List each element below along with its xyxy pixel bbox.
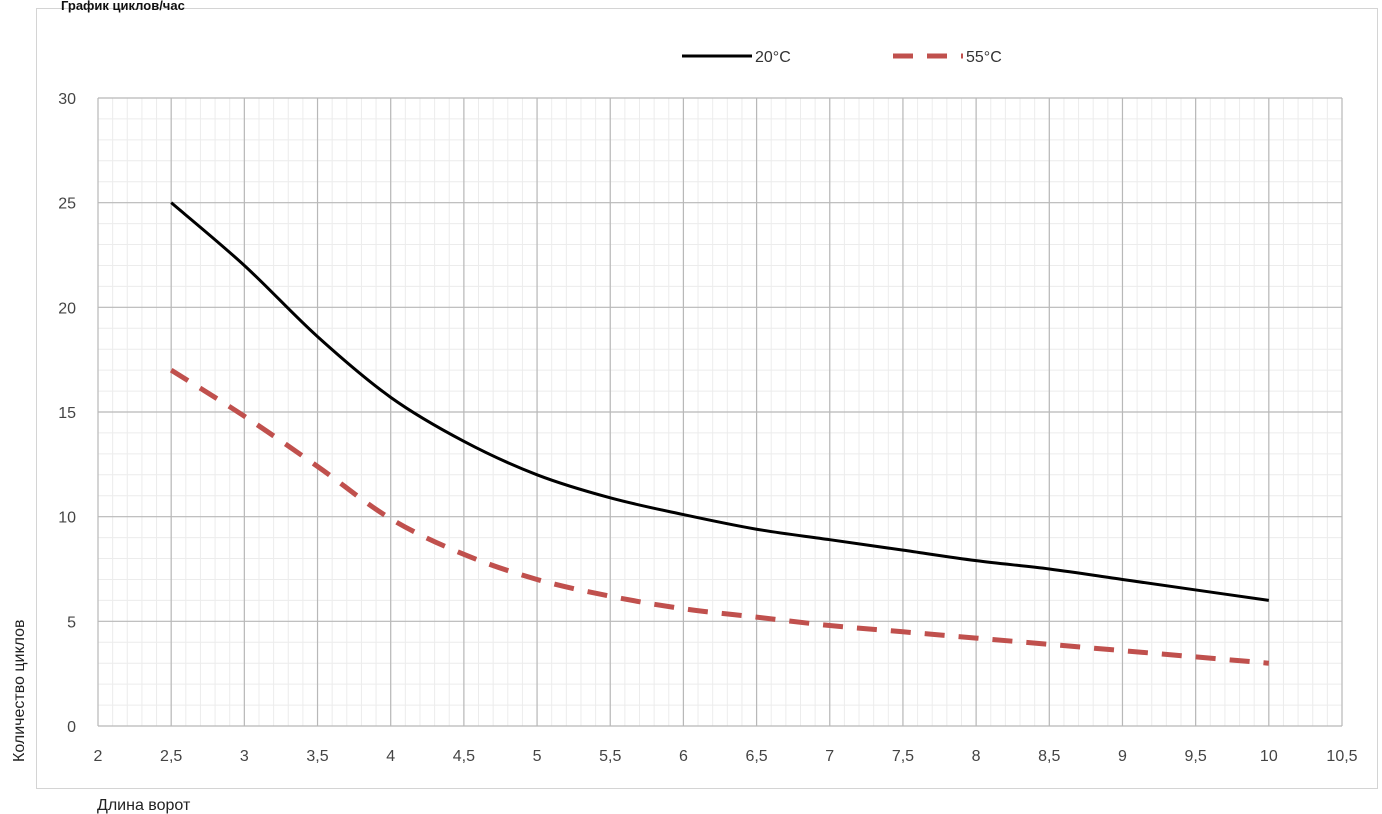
series-lines [169, 201, 1270, 666]
legend-label-1: 20°C [755, 49, 791, 66]
y-axis-ticks: 0 5 10 15 20 25 30 [58, 91, 76, 736]
x-tick-label: 6,5 [745, 748, 767, 765]
series-line-2 [169, 368, 1270, 666]
y-tick-label: 20 [58, 300, 76, 317]
x-tick-label: 8 [972, 748, 981, 765]
major-grid [97, 97, 1343, 727]
x-tick-label: 9,5 [1185, 748, 1207, 765]
x-axis-ticks: 2 2,5 3 3,5 4 4,5 5 5,5 6 6,5 7 7,5 8 8,5 9 9,5 10 10,5 [94, 748, 1358, 765]
x-tick-label: 7 [825, 748, 834, 765]
x-tick-label: 6 [679, 748, 688, 765]
x-tick-label: 10 [1260, 748, 1278, 765]
x-tick-label: 4,5 [453, 748, 475, 765]
x-tick-label: 8,5 [1038, 748, 1060, 765]
y-tick-label: 15 [58, 405, 76, 422]
x-tick-label: 4 [386, 748, 395, 765]
y-tick-label: 10 [58, 510, 76, 527]
x-tick-label: 5,5 [599, 748, 621, 765]
series-line-1 [170, 201, 1270, 602]
y-tick-label: 25 [58, 196, 76, 213]
x-tick-label: 10,5 [1326, 748, 1357, 765]
y-tick-label: 30 [58, 91, 76, 108]
chart-title: График циклов/час [61, 0, 185, 13]
x-tick-label: 3,5 [306, 748, 328, 765]
y-tick-label: 0 [67, 719, 76, 736]
legend-label-2: 55°C [966, 49, 1002, 66]
legend: 20°C 55°C [682, 49, 1002, 66]
x-tick-label: 3 [240, 748, 249, 765]
x-tick-label: 9 [1118, 748, 1127, 765]
y-tick-label: 5 [67, 614, 76, 631]
x-tick-label: 2 [94, 748, 103, 765]
x-tick-label: 5 [533, 748, 542, 765]
chart-frame: График циклов/час [36, 0, 1378, 789]
x-tick-label: 7,5 [892, 748, 914, 765]
x-tick-label: 2,5 [160, 748, 182, 765]
y-axis-title: Количество циклов [11, 619, 28, 762]
x-axis-title: Длина ворот [97, 797, 191, 814]
